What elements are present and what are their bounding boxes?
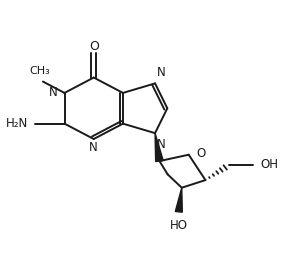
- Text: N: N: [156, 66, 165, 79]
- Text: OH: OH: [260, 158, 278, 171]
- Text: N: N: [89, 141, 98, 154]
- Text: HO: HO: [170, 219, 188, 232]
- Polygon shape: [155, 133, 163, 161]
- Text: N: N: [49, 86, 58, 99]
- Text: O: O: [89, 40, 99, 53]
- Polygon shape: [175, 188, 182, 212]
- Text: H₂N: H₂N: [5, 117, 28, 130]
- Text: CH₃: CH₃: [30, 66, 50, 76]
- Text: O: O: [196, 147, 205, 160]
- Text: N: N: [156, 138, 165, 151]
